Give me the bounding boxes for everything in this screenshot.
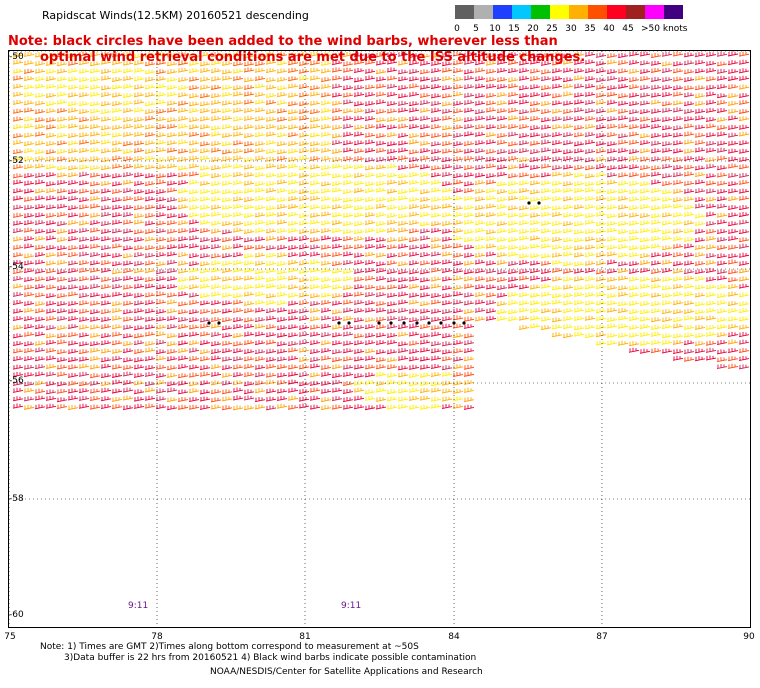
scale-swatch [455,5,474,19]
scale-label: 30 [565,24,577,34]
footer-line-2: 3)Data buffer is 22 hrs from 20160521 4)… [64,653,477,663]
lon-label-75: 75 [4,632,16,642]
scale-swatch [588,5,607,19]
scale-label: 0 [454,24,460,34]
scale-label: 15 [508,24,520,34]
lat-label-56: -56 [9,376,24,386]
scale-label: 5 [473,24,479,34]
scale-swatch [550,5,569,19]
scale-swatch [645,5,664,19]
lat-label-60: -60 [9,610,24,620]
scale-swatch [512,5,531,19]
lat-label-50: -50 [9,52,24,62]
scale-label: 10 [489,24,501,34]
scale-label: 25 [546,24,558,34]
scale-swatch [474,5,493,19]
footer-line-1: Note: 1) Times are GMT 2)Times along bot… [40,642,419,652]
map-title: Rapidscat Winds(12.5KM) 20160521 descend… [42,9,309,22]
lon-label-78: 78 [151,632,163,642]
lon-label-90: 90 [743,632,755,642]
lon-label-81: 81 [299,632,311,642]
lat-label-58: -58 [9,494,24,504]
scale-label: 40 [603,24,615,34]
scale-label: 35 [584,24,596,34]
scale-label: 20 [527,24,539,34]
plot-area [8,50,751,628]
lat-label-54: -54 [9,262,24,272]
scale-swatch [531,5,550,19]
pass-time-1: 9:11 [128,601,149,611]
scale-swatch [626,5,645,19]
pass-time-2: 9:11 [341,601,362,611]
scale-swatch [664,5,683,19]
scale-swatch [569,5,588,19]
wind-map [9,51,750,627]
note-line-1: Note: black circles have been added to t… [8,34,558,49]
note-text: Note: black circles have been added to t… [8,34,585,66]
note-line-2: optimal wind retrieval conditions are me… [40,50,586,65]
lon-label-84: 84 [448,632,460,642]
lat-label-52: -52 [9,156,24,166]
scale-label: >50 knots [641,24,688,34]
lon-label-87: 87 [596,632,608,642]
footer-credit: NOAA/NESDIS/Center for Satellite Applica… [210,667,483,677]
scale-swatch [607,5,626,19]
footer-notes: Note: 1) Times are GMT 2)Times along bot… [40,642,476,664]
lat-lon-grid [9,51,750,627]
scale-label: 45 [622,24,634,34]
wind-barbs [12,51,750,411]
scale-swatch [493,5,512,19]
contamination-circles [207,201,541,325]
